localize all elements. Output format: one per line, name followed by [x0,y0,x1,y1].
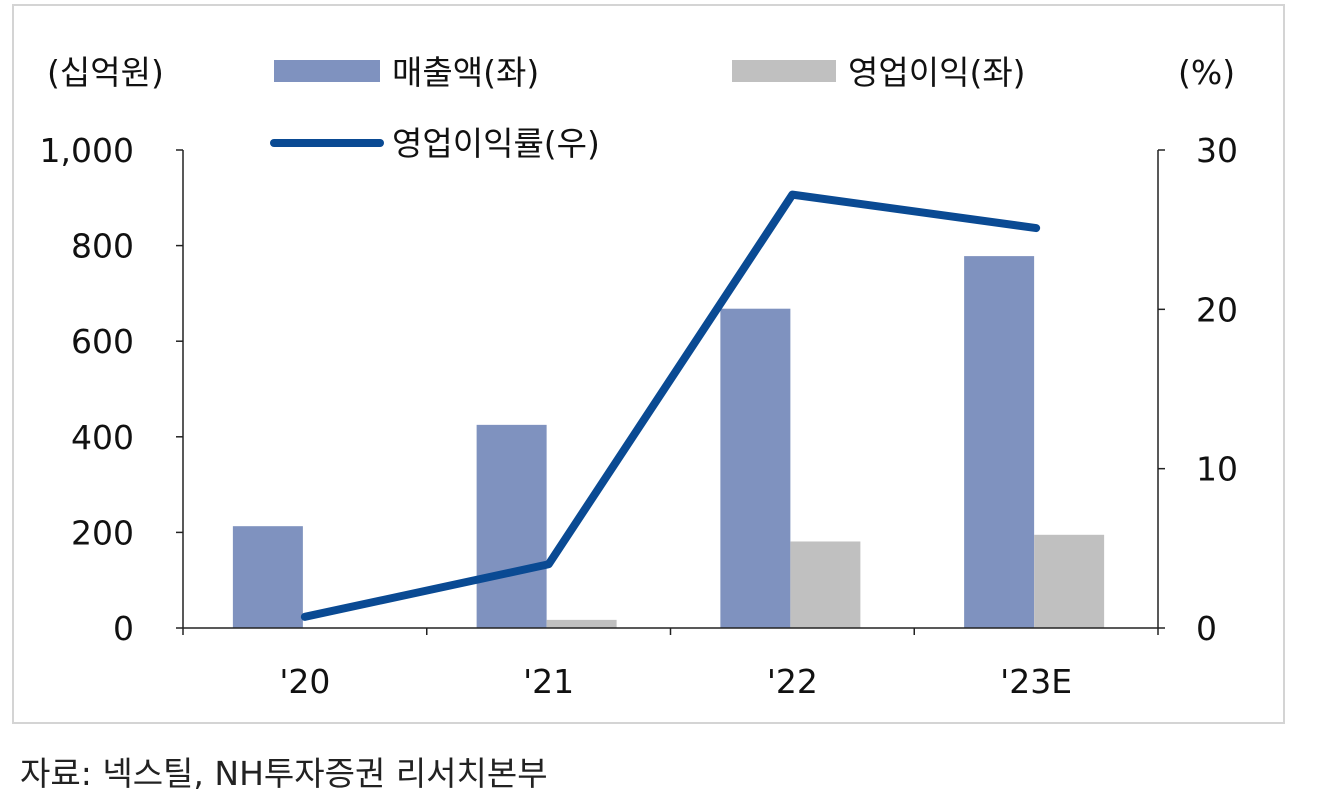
left-tick-label-2: 400 [71,418,134,457]
bar-operating-profit-3 [1034,534,1105,628]
right-tick-label-0: 0 [1196,609,1217,648]
right-tick-label-1: 10 [1196,450,1238,489]
right-tick-label-3: 30 [1196,131,1238,170]
bar-operating-profit-1 [546,619,617,628]
line-point-2 [791,193,794,196]
left-tick-label-0: 0 [113,609,134,648]
line-point-1 [547,563,550,566]
bar-revenue-0 [232,526,303,628]
bar-revenue-3 [964,256,1035,628]
left-tick-label-4: 800 [71,227,134,266]
legend-label-operating-margin: 영업이익률(우) [392,124,600,163]
right-axis-label: (%) [1178,53,1235,92]
left-axis-label: (십억원) [47,53,164,92]
legend-swatch-revenue [274,60,380,82]
bar-revenue-2 [720,308,791,628]
legend-label-operating-profit: 영업이익(좌) [848,53,1026,92]
left-tick-label-1: 200 [71,513,134,552]
bar-operating-profit-2 [790,541,861,628]
chart-frame [12,4,1285,724]
line-point-3 [1035,227,1038,230]
x-tick-label-2: '22 [767,662,818,701]
x-tick-label-3: '23E [1000,662,1072,701]
line-operating-margin [300,190,1041,621]
legend-swatch-operating-profit [732,60,836,82]
bar-revenue-1 [476,424,547,628]
x-tick-label-1: '21 [523,662,574,701]
legend-label-revenue: 매출액(좌) [392,53,539,92]
left-tick-label-5: 1,000 [40,131,134,170]
source-note: 자료: 넥스틸, NH투자증권 리서치본부 [20,754,548,793]
line-point-0 [303,615,306,618]
left-tick-label-3: 600 [71,322,134,361]
right-tick-label-2: 20 [1196,290,1238,329]
x-tick-label-0: '20 [279,662,330,701]
